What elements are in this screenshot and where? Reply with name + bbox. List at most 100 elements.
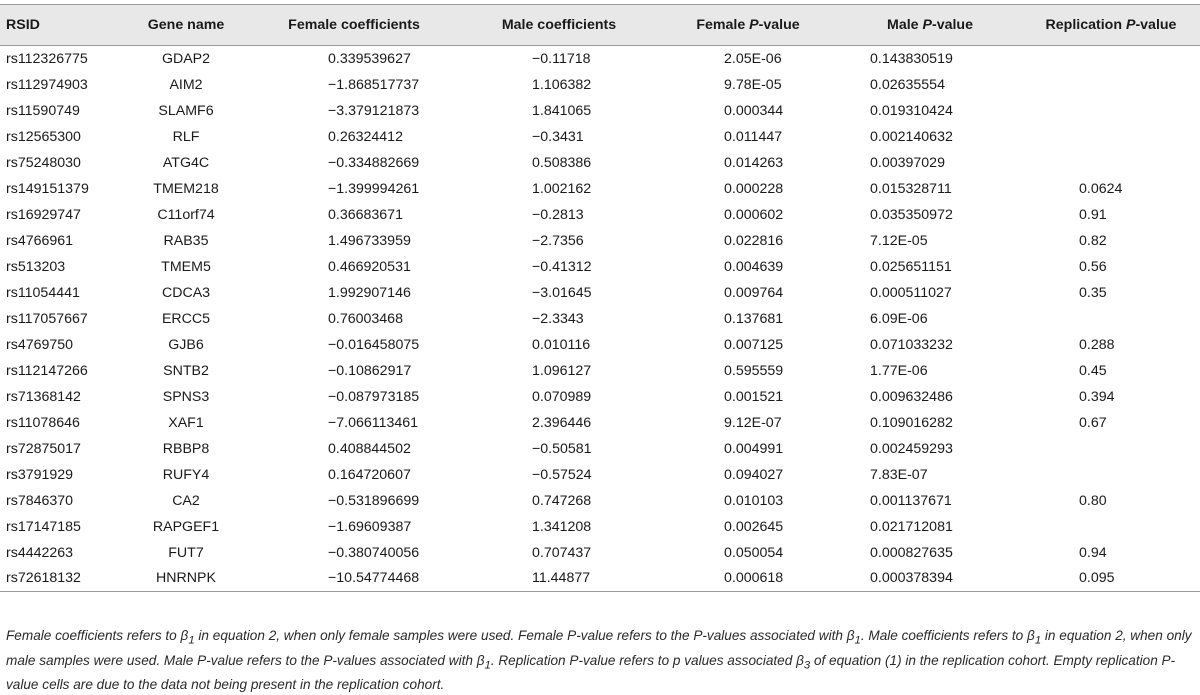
beta-subscript: 1 xyxy=(188,634,195,647)
cell-male-p-value: 0.021712081 xyxy=(870,518,953,535)
cell-rsid: rs7846370 xyxy=(6,492,74,509)
cell-gene-name: AIM2 xyxy=(169,76,203,93)
cell-female-coefficient: −0.087973185 xyxy=(328,388,420,405)
beta-letter: β xyxy=(846,628,855,643)
cell-male-p-value: 0.035350972 xyxy=(870,206,953,223)
table-row: rs3791929 RUFY4 0.164720607 −0.57524 0.09402… xyxy=(0,462,1200,488)
cell-female-coefficient: 0.36683671 xyxy=(328,206,403,223)
cell-female-p-value: 0.000344 xyxy=(724,102,784,119)
footnote-text-5: . Replication P-value refers to p values… xyxy=(490,652,797,668)
cell-replication-p-value xyxy=(1022,514,1200,540)
cell-female-coefficient: −1.399994261 xyxy=(328,180,420,197)
data-table: RSID Gene name Female coefficients Male … xyxy=(0,4,1200,592)
cell-male-coefficient: −0.3431 xyxy=(532,128,584,145)
cell-male-coefficient: 0.747268 xyxy=(532,492,592,509)
cell-gene-name: C11orf74 xyxy=(157,206,215,223)
cell-female-coefficient: −0.10862917 xyxy=(328,362,412,379)
cell-female-p-value: 9.12E-07 xyxy=(724,414,782,431)
cell-female-p-value: 0.011447 xyxy=(724,128,783,145)
cell-replication-p-value: 0.94 xyxy=(1079,544,1107,561)
cell-female-p-value: 0.001521 xyxy=(724,388,784,405)
footnote-text-6: of equation (1) in the replication cohor… xyxy=(6,652,1176,693)
cell-male-p-value: 0.025651151 xyxy=(870,258,952,275)
table-row: rs4442263 FUT7 −0.380740056 0.707437 0.05005… xyxy=(0,540,1200,566)
cell-female-coefficient: 1.496733959 xyxy=(328,232,411,249)
cell-male-coefficient: −0.11718 xyxy=(532,50,591,67)
cell-male-p-value: 0.019310424 xyxy=(870,102,953,119)
cell-male-p-value: 0.00397029 xyxy=(870,154,945,171)
cell-female-coefficient: 0.466920531 xyxy=(328,258,411,275)
cell-rsid: rs112147266 xyxy=(6,362,88,379)
cell-female-p-value: 0.137681 xyxy=(724,310,784,327)
table-row: rs117057667 ERCC5 0.76003468 −2.3343 0.13768… xyxy=(0,306,1200,332)
cell-rsid: rs117057667 xyxy=(6,310,88,327)
cell-female-coefficient: −0.380740056 xyxy=(328,544,420,561)
cell-male-coefficient: −2.3343 xyxy=(532,310,584,327)
header-male-p-value: Male P-value xyxy=(838,4,1022,46)
cell-rsid: rs11078646 xyxy=(6,414,80,431)
cell-male-p-value: 0.000511027 xyxy=(870,284,952,301)
cell-gene-name: GJB6 xyxy=(168,336,204,353)
table-footnote: Female coefficients refers to β1 in equa… xyxy=(6,626,1196,695)
cell-gene-name: RBBP8 xyxy=(162,440,210,457)
beta-symbol: β1 xyxy=(476,652,491,672)
cell-female-coefficient: 0.408844502 xyxy=(328,440,411,457)
cell-replication-p-value xyxy=(1022,72,1200,98)
cell-gene-name: TMEM218 xyxy=(153,180,219,197)
cell-female-p-value: 0.000602 xyxy=(724,206,784,223)
cell-female-coefficient: −7.066113461 xyxy=(328,414,419,431)
cell-male-p-value: 0.015328711 xyxy=(870,180,952,197)
header-male-p-suffix: -value xyxy=(931,17,973,33)
cell-male-p-value: 0.143830519 xyxy=(870,50,953,67)
cell-female-coefficient: 1.992907146 xyxy=(328,284,411,301)
cell-female-coefficient: −3.379121873 xyxy=(328,102,420,119)
table-row: rs112147266 SNTB2 −0.10862917 1.096127 0.595… xyxy=(0,358,1200,384)
cell-female-p-value: 0.002645 xyxy=(724,518,784,535)
cell-rsid: rs4769750 xyxy=(6,336,74,353)
cell-gene-name: GDAP2 xyxy=(161,50,211,67)
table-row: rs11054441 CDCA3 1.992907146 −3.01645 0.0097… xyxy=(0,280,1200,306)
cell-replication-p-value: 0.0624 xyxy=(1079,180,1123,197)
cell-replication-p-value: 0.56 xyxy=(1079,258,1107,275)
table-row: rs513203 TMEM5 0.466920531 −0.41312 0.004639… xyxy=(0,254,1200,280)
cell-gene-name: SPNS3 xyxy=(162,388,210,405)
cell-female-coefficient: 0.76003468 xyxy=(328,310,403,327)
cell-gene-name: RAPGEF1 xyxy=(152,518,220,535)
beta-letter: β xyxy=(476,652,485,668)
cell-replication-p-value: 0.288 xyxy=(1079,336,1115,353)
cell-replication-p-value: 0.394 xyxy=(1079,388,1115,405)
header-replication-p-prefix: Replication xyxy=(1045,17,1126,33)
cell-replication-p-value: 0.80 xyxy=(1079,492,1107,509)
cell-gene-name: CDCA3 xyxy=(161,284,211,301)
cell-male-coefficient: −0.2813 xyxy=(532,206,584,223)
cell-replication-p-value: 0.35 xyxy=(1079,284,1107,301)
cell-female-p-value: 0.595559 xyxy=(724,362,784,379)
cell-rsid: rs3791929 xyxy=(6,466,74,483)
cell-male-coefficient: 1.341208 xyxy=(532,518,592,535)
cell-male-p-value: 7.83E-07 xyxy=(870,466,928,483)
cell-female-coefficient: −0.531896699 xyxy=(328,492,420,509)
cell-male-coefficient: −0.50581 xyxy=(532,440,592,457)
header-female-p-prefix: Female xyxy=(696,17,750,33)
cell-gene-name: ERCC5 xyxy=(161,310,211,327)
cell-rsid: rs71368142 xyxy=(6,388,81,405)
cell-rsid: rs4442263 xyxy=(6,544,74,561)
cell-male-p-value: 0.02635554 xyxy=(870,76,945,93)
table-row: rs72618132 HNRNPK −10.54774468 11.44877 0.00… xyxy=(0,565,1200,592)
table-row: rs11590749 SLAMF6 −3.379121873 1.841065 0.00… xyxy=(0,98,1200,124)
table-row: rs4769750 GJB6 −0.016458075 0.010116 0.00712… xyxy=(0,332,1200,358)
beta-subscript: 1 xyxy=(854,634,861,647)
cell-male-coefficient: 0.707437 xyxy=(532,544,592,561)
cell-replication-p-value: 0.67 xyxy=(1079,414,1107,431)
cell-male-p-value: 0.109016282 xyxy=(870,414,953,431)
cell-male-p-value: 0.002459293 xyxy=(870,440,953,457)
header-replication-p-value: Replication P-value xyxy=(1022,4,1200,46)
table-body: rs112326775 GDAP2 0.339539627 −0.11718 2.05E… xyxy=(0,46,1200,592)
cell-replication-p-value: 0.91 xyxy=(1079,206,1107,223)
cell-female-p-value: 0.094027 xyxy=(724,466,784,483)
cell-rsid: rs12565300 xyxy=(6,128,81,145)
cell-rsid: rs17147185 xyxy=(6,518,81,535)
cell-male-coefficient: 1.106382 xyxy=(532,76,592,93)
footnote-text-2: in equation 2, when only female samples … xyxy=(194,628,847,643)
